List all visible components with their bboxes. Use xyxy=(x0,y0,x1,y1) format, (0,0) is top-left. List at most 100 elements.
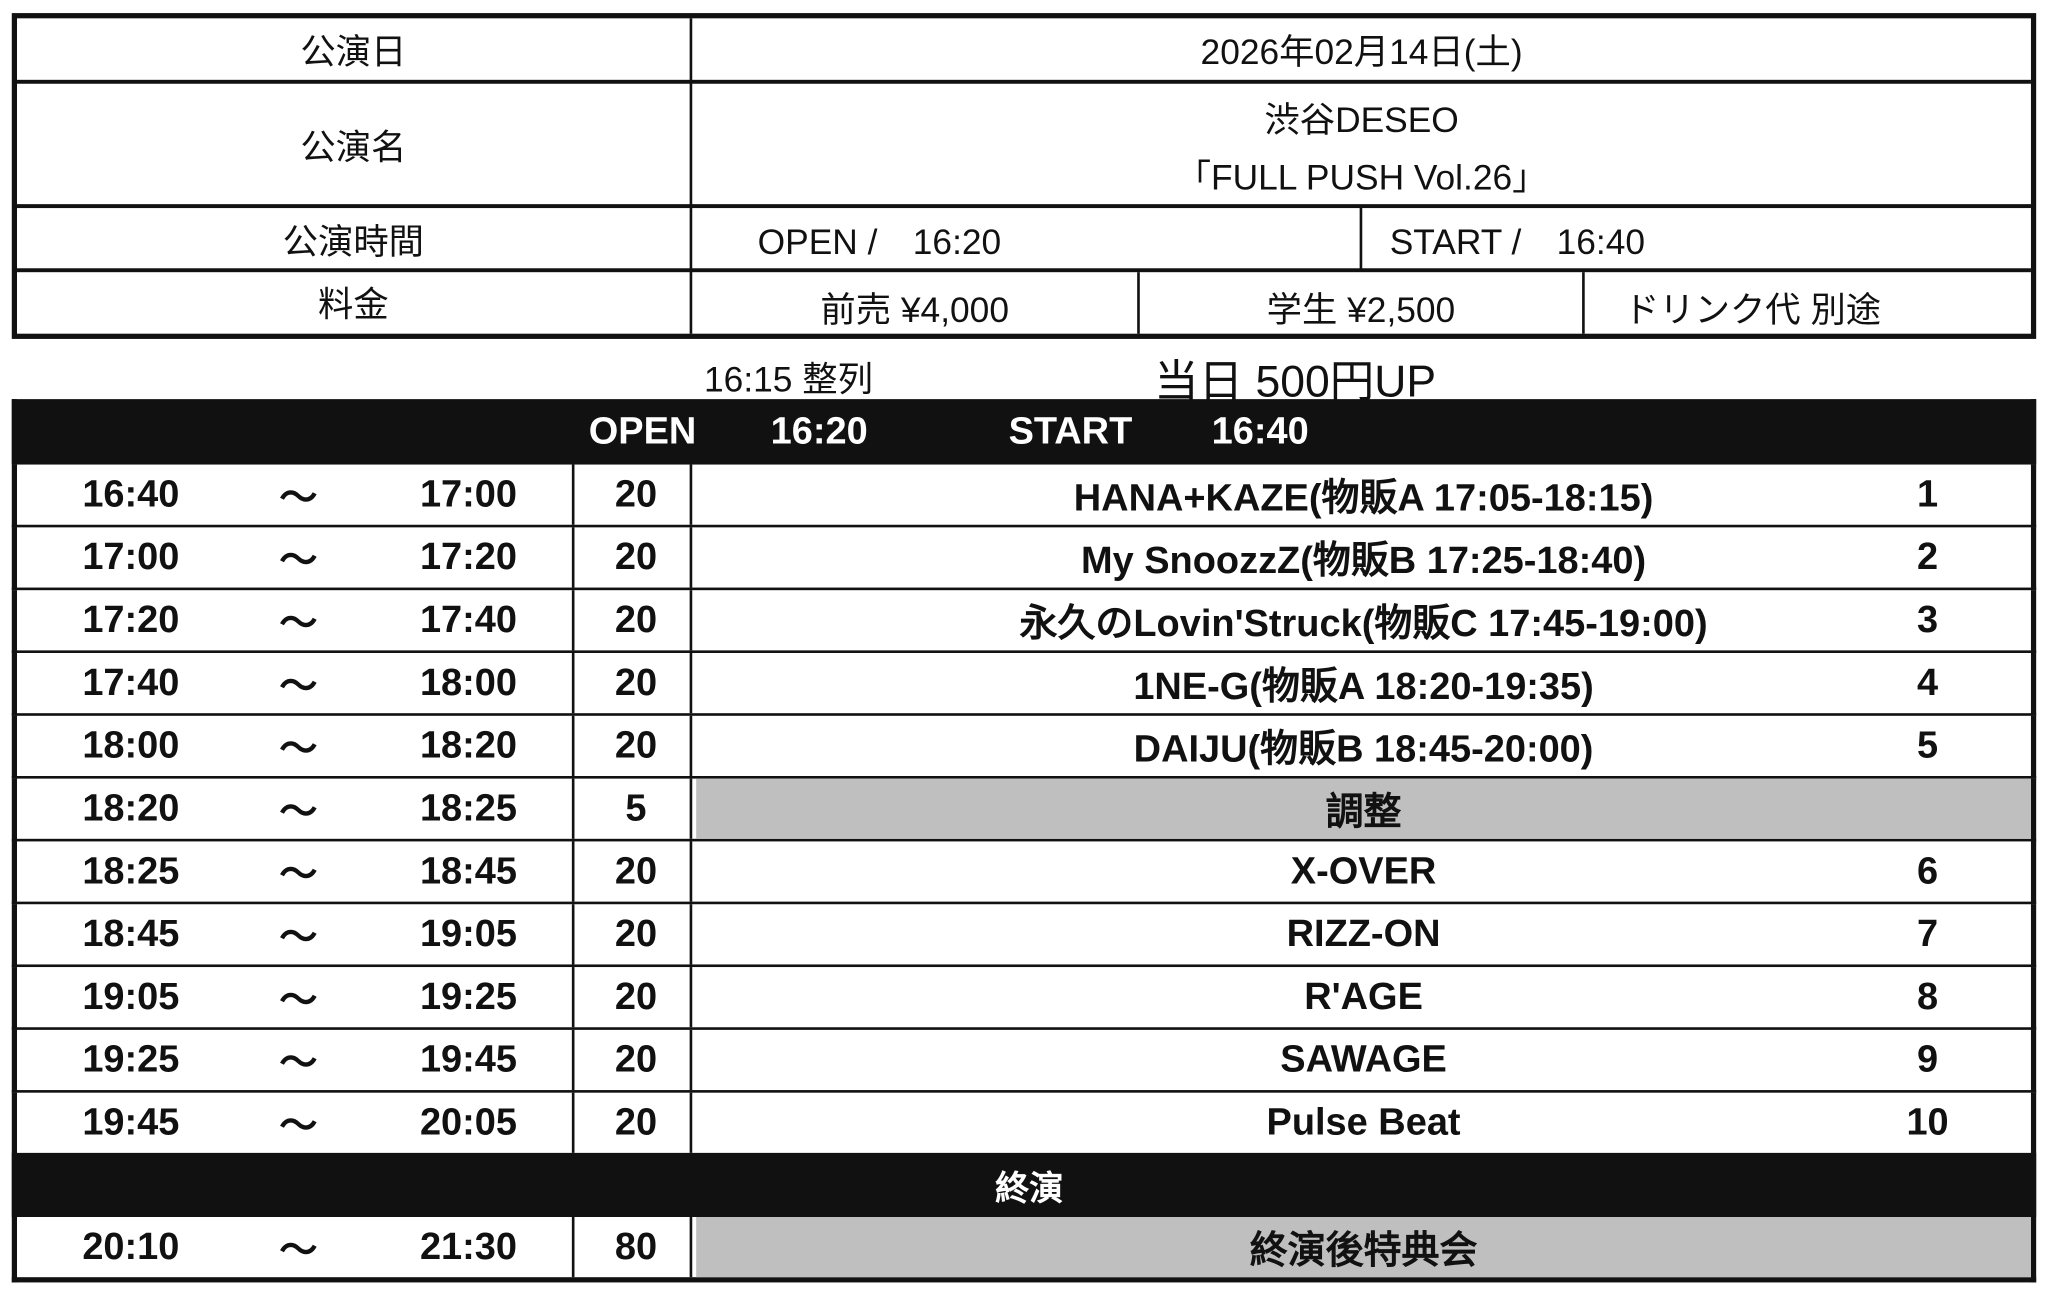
tilde: 〜 xyxy=(279,540,318,583)
open-time: 16:20 xyxy=(770,410,868,453)
column-divider xyxy=(689,967,693,1028)
column-divider xyxy=(689,1092,693,1153)
column-divider xyxy=(571,715,575,776)
duration-minutes: 20 xyxy=(614,473,658,515)
act-number: 10 xyxy=(1906,1101,1949,1144)
start-time: 19:25 xyxy=(82,1038,180,1081)
column-divider xyxy=(689,590,693,651)
start-time: START / 16:40 xyxy=(1389,221,1646,262)
act-name: 永久のLovin'Struck(物販C 17:45-19:00) xyxy=(1019,603,1708,646)
tilde: 〜 xyxy=(279,1042,318,1085)
schedule-row: 19:45 〜 20:05 20 Pulse Beat 10 xyxy=(11,1092,2037,1156)
tilde: 〜 xyxy=(279,603,318,646)
duration-minutes: 80 xyxy=(614,1225,658,1268)
act-name: 調整 xyxy=(696,778,2031,839)
duration-minutes: 5 xyxy=(625,787,647,829)
act-name: SAWAGE xyxy=(1280,1038,1447,1081)
act-name: My SnoozzZ(物販B 17:25-18:40) xyxy=(1080,540,1647,583)
column-divider xyxy=(689,1216,693,1278)
start-time: 17:40 xyxy=(82,661,180,704)
column-divider xyxy=(571,590,575,651)
act-name: 終演後特典会 xyxy=(696,1216,2031,1278)
act-number: 1 xyxy=(1916,473,1939,515)
column-divider xyxy=(571,904,575,965)
tilde: 〜 xyxy=(279,1105,318,1148)
end-time: 17:20 xyxy=(419,535,517,578)
act-number: 8 xyxy=(1916,975,1939,1018)
column-divider xyxy=(689,527,693,588)
act-name: 1NE-G(物販A 18:20-19:35) xyxy=(1133,666,1594,708)
duration-minutes: 20 xyxy=(614,724,658,767)
event-info-table: 公演日 2026年02月14日(土) 公演名 渋谷DESEO 「FULL PUS… xyxy=(11,13,2037,339)
act-number: 5 xyxy=(1916,724,1939,767)
divider xyxy=(689,18,693,334)
after-party-row: 20:10 〜 21:30 80 終演後特典会 xyxy=(11,1216,2037,1283)
tilde: 〜 xyxy=(279,728,318,771)
end-time: 20:05 xyxy=(419,1101,517,1144)
column-divider xyxy=(689,904,693,965)
end-time: 18:00 xyxy=(419,661,517,704)
divider xyxy=(1582,272,1585,334)
act-number: 3 xyxy=(1916,598,1939,641)
column-divider xyxy=(571,1029,575,1091)
act-number: 6 xyxy=(1916,849,1939,892)
column-divider xyxy=(689,841,693,902)
end-time: 18:45 xyxy=(419,849,517,892)
column-divider xyxy=(571,967,575,1028)
start-time: 18:20 xyxy=(82,787,180,829)
start-time: 16:40 xyxy=(82,473,180,515)
end-time: 21:30 xyxy=(419,1225,517,1268)
tilde: 〜 xyxy=(279,980,318,1023)
schedule-row: 17:20 〜 17:40 20 永久のLovin'Struck(物販C 17:45-1… xyxy=(11,590,2037,653)
divider xyxy=(17,268,2031,273)
end-of-show-row: 終演 xyxy=(11,1155,2037,1217)
start-time: 19:45 xyxy=(82,1101,180,1144)
schedule-row: 18:25 〜 18:45 20 X-OVER 6 xyxy=(11,841,2037,905)
duration-minutes: 20 xyxy=(614,598,658,641)
price-label: 料金 xyxy=(317,284,389,324)
start-time: 17:00 xyxy=(82,535,180,578)
tilde: 〜 xyxy=(279,854,318,897)
act-number: 4 xyxy=(1916,661,1939,704)
schedule-row: 17:00 〜 17:20 20 My SnoozzZ(物販B 17:25-18:40)… xyxy=(11,527,2037,591)
column-divider xyxy=(689,715,693,776)
act-name: R'AGE xyxy=(1304,975,1423,1018)
student-price: 学生 ¥2,500 xyxy=(1266,289,1456,330)
divider xyxy=(1137,272,1140,334)
duration-minutes: 20 xyxy=(614,912,658,955)
start-label: START xyxy=(1008,410,1133,453)
end-label: 終演 xyxy=(995,1168,1064,1208)
start-time: 18:25 xyxy=(82,849,180,892)
column-divider xyxy=(571,527,575,588)
act-name: HANA+KAZE(物販A 17:05-18:15) xyxy=(1073,477,1654,520)
act-name: Pulse Beat xyxy=(1266,1101,1461,1144)
column-divider xyxy=(571,464,575,525)
date-label: 公演日 xyxy=(300,32,407,72)
end-time: 17:00 xyxy=(419,473,517,515)
name-label: 公演名 xyxy=(300,127,407,167)
tilde: 〜 xyxy=(279,791,318,834)
column-divider xyxy=(571,1216,575,1278)
column-divider xyxy=(689,1029,693,1091)
end-time: 19:05 xyxy=(419,912,517,955)
start-time: 20:10 xyxy=(82,1225,180,1268)
column-divider xyxy=(689,464,693,525)
start-time: 19:05 xyxy=(82,975,180,1018)
date-value: 2026年02月14日(土) xyxy=(1200,32,1523,72)
venue: 渋谷DESEO xyxy=(1264,100,1459,140)
line-up-note: 16:15 整列 xyxy=(704,359,873,400)
end-time: 18:20 xyxy=(419,724,517,767)
schedule-row: 17:40 〜 18:00 20 1NE-G(物販A 18:20-19:35) 4 xyxy=(11,652,2037,716)
divider xyxy=(17,79,2031,84)
schedule-row: 19:25 〜 19:45 20 SAWAGE 9 xyxy=(11,1029,2037,1093)
duration-minutes: 20 xyxy=(614,975,658,1018)
column-divider xyxy=(571,1092,575,1153)
tilde: 〜 xyxy=(279,477,318,520)
schedule-row: 18:00 〜 18:20 20 DAIJU(物販B 18:45-20:00) 5 xyxy=(11,715,2037,779)
column-divider xyxy=(571,841,575,902)
event-title: 「FULL PUSH Vol.26」 xyxy=(1175,157,1548,197)
duration-minutes: 20 xyxy=(614,535,658,578)
tilde: 〜 xyxy=(279,666,318,708)
act-number: 2 xyxy=(1916,535,1939,578)
